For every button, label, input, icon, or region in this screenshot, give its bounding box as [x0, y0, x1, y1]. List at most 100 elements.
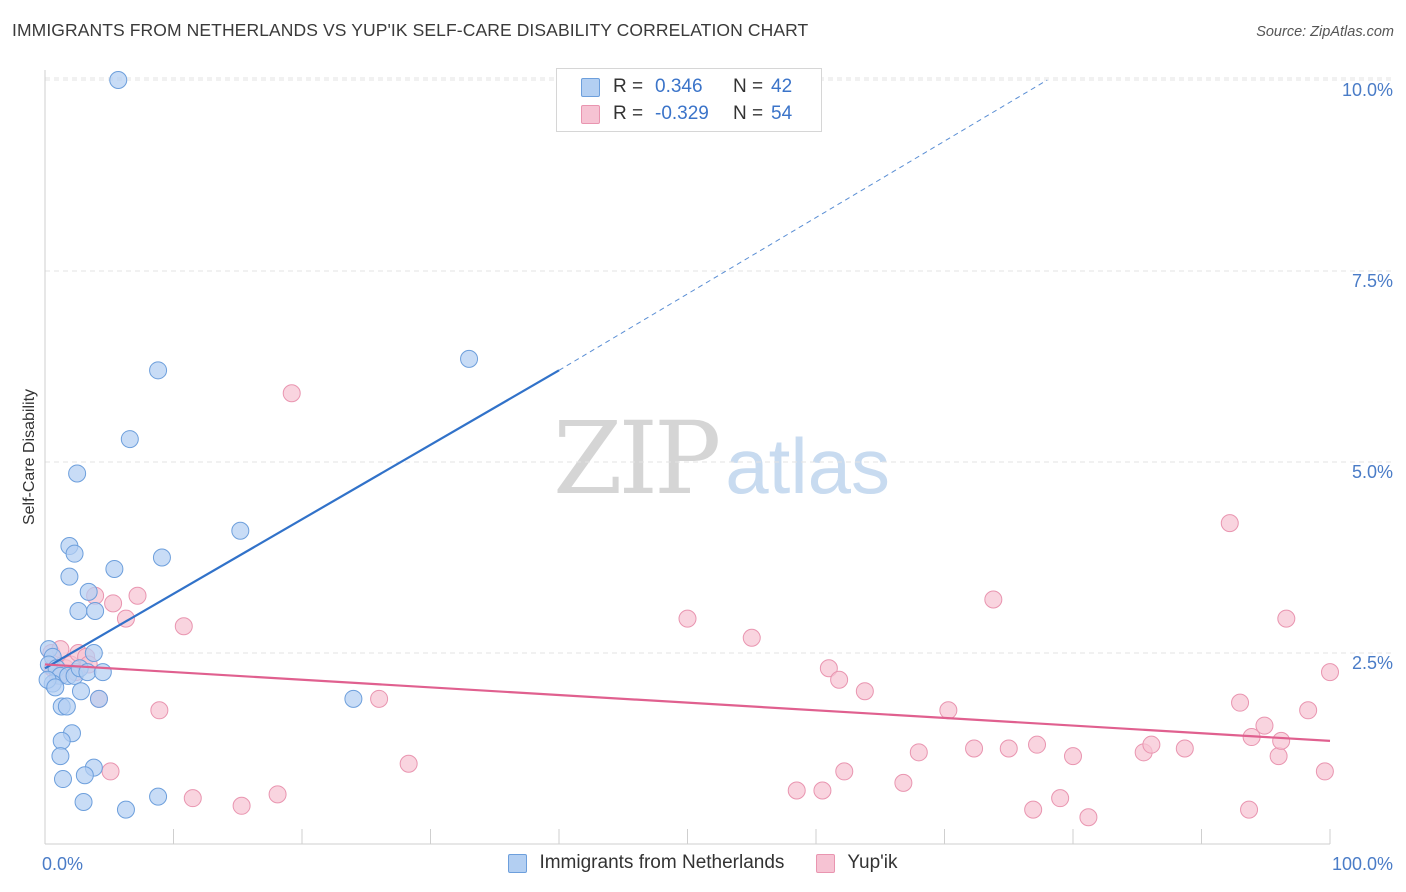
legend-row-netherlands: R = 0.346 N = 42	[581, 75, 792, 99]
point-netherlands	[89, 689, 108, 708]
point-yupik	[855, 682, 874, 701]
legend-n-value: 54	[771, 103, 793, 124]
point-yupik	[1175, 739, 1194, 758]
point-yupik	[787, 781, 806, 800]
point-netherlands	[109, 71, 128, 89]
legend-row-yupik: R = -0.329 N = 54	[581, 102, 792, 126]
watermark-zip: ZIP	[553, 400, 721, 517]
point-yupik	[174, 617, 193, 636]
point-netherlands	[74, 792, 93, 811]
point-yupik	[150, 701, 169, 720]
y-axis-title: Self-Care Disability	[21, 389, 38, 525]
point-netherlands	[120, 430, 139, 449]
point-yupik	[1051, 789, 1070, 808]
point-netherlands	[51, 747, 70, 766]
trendline-yupik	[44, 663, 1331, 742]
watermark: ZIP atlas	[553, 400, 890, 517]
y-tick-label: 2.5%	[1352, 653, 1393, 673]
point-netherlands	[460, 349, 479, 368]
point-netherlands	[69, 601, 88, 620]
point-netherlands	[60, 567, 79, 586]
point-netherlands	[116, 800, 135, 819]
point-yupik	[1064, 747, 1082, 766]
legend-n-value: 42	[771, 76, 793, 97]
point-yupik	[1255, 716, 1274, 735]
point-yupik	[232, 796, 251, 815]
x-tick-label-max: 100.0%	[1332, 854, 1393, 874]
point-netherlands	[57, 697, 76, 716]
point-yupik	[1024, 800, 1043, 819]
point-netherlands	[75, 766, 94, 785]
legend-r-value: 0.346	[655, 76, 703, 97]
point-yupik	[1321, 663, 1339, 682]
legend-swatch-pink	[581, 104, 600, 124]
series-label-yupik: Yup'ik	[847, 852, 898, 873]
point-yupik	[813, 781, 832, 800]
legend-n-label: N =	[733, 76, 764, 97]
point-netherlands	[52, 731, 71, 750]
point-netherlands	[79, 582, 98, 601]
point-yupik	[1079, 808, 1098, 827]
point-netherlands	[152, 548, 171, 567]
watermark-atlas: atlas	[725, 422, 891, 510]
point-netherlands	[46, 678, 65, 697]
point-yupik	[984, 590, 1003, 609]
point-netherlands	[105, 559, 124, 578]
point-yupik	[1299, 701, 1318, 720]
point-netherlands	[86, 601, 105, 620]
series-swatch-blue	[508, 853, 528, 873]
point-yupik	[965, 739, 984, 758]
trendline-netherlands-extension	[558, 79, 1048, 371]
series-swatch-pink	[816, 853, 836, 873]
point-yupik	[282, 384, 301, 403]
y-tick-label: 7.5%	[1352, 271, 1393, 291]
y-tick-label: 10.0%	[1342, 80, 1393, 100]
legend-swatch-blue	[581, 77, 600, 97]
legend-n-label: N =	[733, 103, 764, 124]
legend-r-value: -0.329	[655, 103, 709, 124]
x-tick-label-min: 0.0%	[42, 854, 83, 874]
point-yupik	[1220, 514, 1239, 533]
trendline-netherlands	[44, 369, 560, 670]
point-netherlands	[93, 663, 112, 682]
point-yupik	[1272, 731, 1291, 750]
point-yupik	[939, 701, 958, 720]
point-yupik	[183, 789, 202, 808]
point-yupik	[1277, 609, 1296, 628]
legend-r-label: R =	[613, 103, 644, 124]
point-yupik	[268, 785, 287, 804]
point-yupik	[101, 762, 120, 781]
point-yupik	[1269, 747, 1288, 766]
series-label-netherlands: Immigrants from Netherlands	[539, 852, 785, 873]
point-yupik	[1240, 800, 1259, 819]
series-legend-yupik: Yup'ik	[816, 852, 898, 874]
point-yupik	[1315, 762, 1334, 781]
point-netherlands	[68, 464, 87, 483]
point-netherlands	[231, 521, 250, 540]
point-yupik	[678, 609, 697, 628]
point-yupik	[819, 659, 838, 678]
point-netherlands	[84, 644, 103, 662]
point-yupik	[1231, 693, 1250, 712]
point-netherlands	[149, 787, 168, 806]
chart-title: IMMIGRANTS FROM NETHERLANDS VS YUP'IK SE…	[12, 20, 809, 40]
point-netherlands	[344, 689, 363, 708]
source-label: Source: ZipAtlas.com	[1256, 24, 1394, 40]
correlation-legend: R = 0.346 N = 42 R = -0.329 N = 54	[556, 68, 822, 132]
point-yupik	[835, 762, 854, 781]
point-netherlands	[71, 682, 90, 701]
point-yupik	[104, 594, 123, 613]
point-netherlands	[65, 544, 84, 563]
point-yupik	[830, 670, 849, 689]
point-yupik	[1142, 735, 1161, 754]
point-yupik	[894, 773, 913, 792]
point-netherlands	[149, 361, 168, 380]
point-yupik	[909, 743, 928, 762]
point-netherlands	[53, 770, 72, 789]
series-legend: Immigrants from Netherlands Yup'ik	[0, 852, 1406, 874]
point-yupik	[1028, 735, 1047, 754]
legend-r-label: R =	[613, 76, 644, 97]
point-yupik	[128, 586, 147, 605]
point-yupik	[399, 754, 418, 773]
